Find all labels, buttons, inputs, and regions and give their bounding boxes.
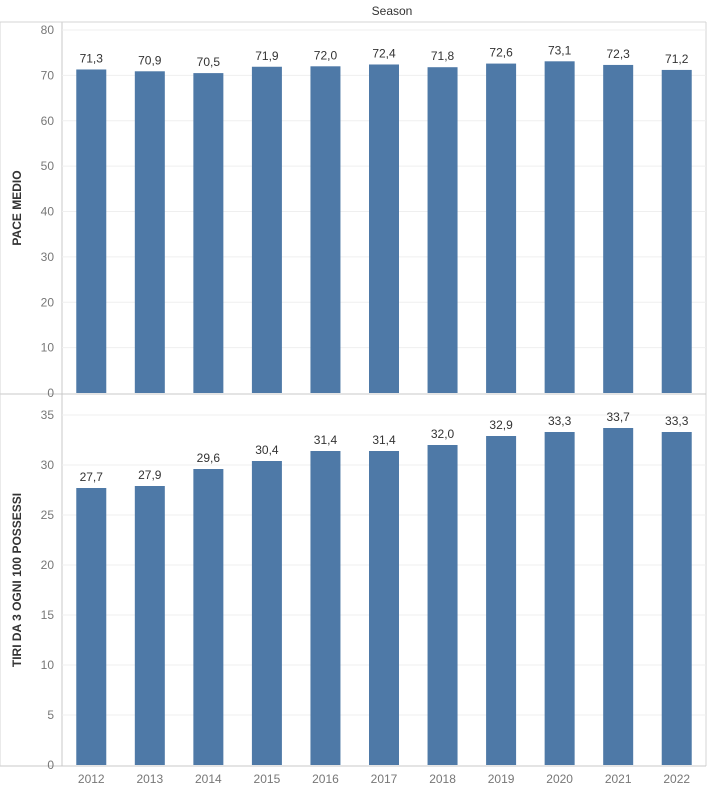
bar-2017 (369, 64, 399, 394)
x-tick-label: 2015 (254, 772, 281, 786)
y-tick-label: 0 (47, 758, 54, 772)
y-tick-label: 80 (41, 23, 55, 37)
data-label: 72,3 (607, 47, 631, 61)
y-tick-label: 20 (41, 558, 55, 572)
season-header: Season (372, 4, 413, 18)
data-label: 71,9 (255, 49, 279, 63)
y-tick-label: 35 (41, 408, 55, 422)
data-label: 70,9 (138, 53, 162, 67)
x-tick-label: 2019 (488, 772, 515, 786)
y-tick-label: 30 (41, 458, 55, 472)
data-label: 72,0 (314, 48, 338, 62)
data-label: 72,6 (489, 46, 513, 60)
data-label: 29,6 (197, 451, 221, 465)
y-tick-label: 15 (41, 608, 55, 622)
data-label: 33,3 (665, 414, 689, 428)
bar-2013 (134, 71, 165, 393)
bar-2015 (251, 461, 282, 765)
y-tick-label: 70 (41, 68, 55, 82)
data-label: 32,9 (489, 418, 513, 432)
y-axis-title: PACE MEDIO (10, 170, 24, 245)
bar-2015 (251, 66, 282, 393)
bar-2018 (427, 445, 458, 765)
bar-2021 (603, 428, 634, 765)
y-axis-title: TIRI DA 3 OGNI 100 POSSESSI (10, 493, 24, 667)
data-label: 71,3 (80, 51, 104, 65)
y-tick-label: 10 (41, 341, 55, 355)
y-tick-label: 30 (41, 250, 55, 264)
data-label: 71,8 (431, 49, 455, 63)
x-tick-label: 2014 (195, 772, 222, 786)
bar-2013 (134, 486, 165, 765)
x-tick-label: 2020 (546, 772, 573, 786)
bar-2019 (486, 436, 517, 765)
data-label: 33,7 (607, 410, 631, 424)
bar-2016 (310, 451, 341, 765)
data-label: 71,2 (665, 52, 689, 66)
data-label: 33,3 (548, 414, 572, 428)
y-tick-label: 50 (41, 159, 55, 173)
y-tick-label: 5 (47, 708, 54, 722)
bar-2014 (193, 469, 224, 765)
data-label: 27,7 (80, 470, 104, 484)
bar-2012 (76, 69, 107, 393)
data-label: 72,4 (372, 46, 396, 60)
data-label: 31,4 (372, 433, 396, 447)
bar-2016 (310, 66, 341, 394)
bar-2022 (661, 432, 692, 765)
bar-2019 (486, 63, 517, 393)
data-label: 32,0 (431, 427, 455, 441)
y-tick-label: 40 (41, 205, 55, 219)
x-tick-label: 2012 (78, 772, 105, 786)
x-tick-label: 2022 (663, 772, 690, 786)
bar-2014 (193, 73, 224, 393)
bar-2021 (603, 64, 634, 393)
data-label: 70,5 (197, 55, 221, 69)
y-tick-label: 20 (41, 295, 55, 309)
x-tick-label: 2016 (312, 772, 339, 786)
bar-2020 (544, 432, 575, 765)
data-label: 73,1 (548, 43, 572, 57)
x-tick-label: 2021 (605, 772, 632, 786)
bar-2012 (76, 488, 107, 765)
bar-2020 (544, 61, 575, 394)
data-label: 31,4 (314, 433, 338, 447)
bar-2017 (369, 451, 399, 765)
y-tick-label: 0 (47, 386, 54, 400)
y-tick-label: 10 (41, 658, 55, 672)
bar-2018 (427, 67, 458, 394)
y-tick-label: 60 (41, 114, 55, 128)
bar-2022 (661, 69, 692, 394)
data-label: 30,4 (255, 443, 279, 457)
y-tick-label: 25 (41, 508, 55, 522)
x-tick-label: 2013 (136, 772, 163, 786)
x-tick-label: 2017 (371, 772, 398, 786)
x-tick-label: 2018 (429, 772, 456, 786)
data-label: 27,9 (138, 468, 162, 482)
